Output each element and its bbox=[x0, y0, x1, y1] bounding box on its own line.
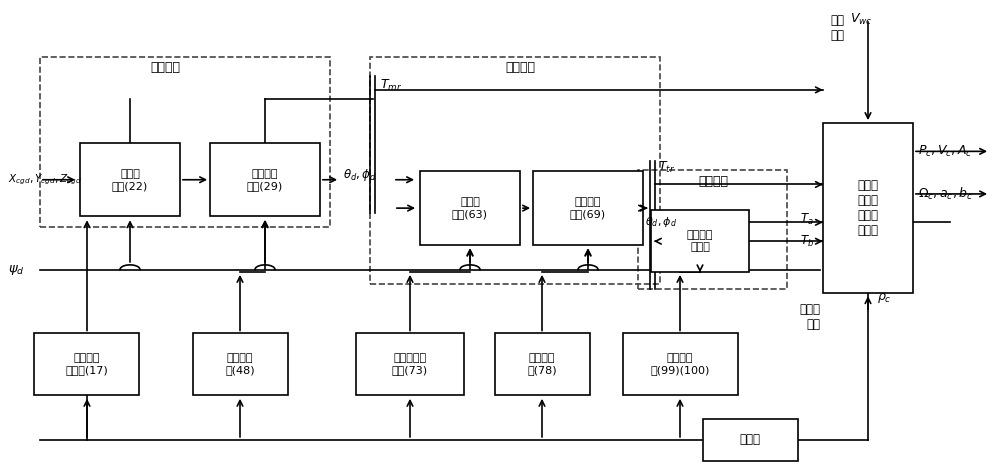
Text: 执行器
故障: 执行器 故障 bbox=[799, 303, 820, 331]
Text: 挥舞运动: 挥舞运动 bbox=[698, 175, 728, 188]
Text: $\Omega_c,a_c,b_c$: $\Omega_c,a_c,b_c$ bbox=[918, 186, 973, 202]
Bar bbox=[622, 333, 738, 395]
Text: 虚拟控
制律(22): 虚拟控 制律(22) bbox=[112, 169, 148, 191]
Bar bbox=[651, 210, 749, 272]
Text: $T_a$: $T_a$ bbox=[800, 212, 814, 228]
Bar bbox=[495, 333, 590, 395]
Text: $T_{mr}$: $T_{mr}$ bbox=[380, 78, 402, 93]
Text: 挥舞运动
控制律: 挥舞运动 控制律 bbox=[687, 230, 713, 252]
Text: 传感器: 传感器 bbox=[740, 433, 761, 447]
Text: $X_{cgd},Y_{cgd},Z_{cgd}$: $X_{cgd},Y_{cgd},Z_{cgd}$ bbox=[8, 173, 82, 187]
Text: 位置环控
制律(29): 位置环控 制律(29) bbox=[247, 169, 283, 191]
Text: $V_{wc}$: $V_{wc}$ bbox=[850, 12, 872, 27]
Bar bbox=[40, 57, 330, 227]
Bar bbox=[192, 333, 288, 395]
Text: $\theta_d,\phi_d$: $\theta_d,\phi_d$ bbox=[645, 215, 677, 229]
Text: $\theta_d,\phi_d$: $\theta_d,\phi_d$ bbox=[343, 167, 377, 183]
Text: $\psi_d$: $\psi_d$ bbox=[8, 263, 25, 277]
Text: $\rho_c$: $\rho_c$ bbox=[877, 291, 892, 305]
Bar bbox=[533, 171, 643, 245]
Bar bbox=[356, 333, 464, 395]
Text: 无人直
升机非
线性系
统方程: 无人直 升机非 线性系 统方程 bbox=[858, 179, 879, 237]
Bar bbox=[80, 143, 180, 217]
Bar bbox=[370, 57, 660, 284]
Bar bbox=[702, 419, 798, 461]
Text: 故障观测
器(48): 故障观测 器(48) bbox=[225, 353, 255, 375]
Text: 扩张状态观
测器(73): 扩张状态观 测器(73) bbox=[392, 353, 428, 375]
Text: 位置运动: 位置运动 bbox=[150, 61, 180, 74]
Bar bbox=[210, 143, 320, 217]
Text: 故障观测
器(78): 故障观测 器(78) bbox=[527, 353, 557, 375]
Text: 故障观测
器(99)(100): 故障观测 器(99)(100) bbox=[650, 353, 710, 375]
Text: 扩张状态
观测器(17): 扩张状态 观测器(17) bbox=[66, 353, 108, 375]
Text: $T_b$: $T_b$ bbox=[800, 234, 814, 249]
Bar bbox=[823, 123, 913, 293]
Bar bbox=[34, 333, 139, 395]
Text: 虚拟控
制律(63): 虚拟控 制律(63) bbox=[452, 197, 488, 219]
Bar bbox=[638, 170, 787, 289]
Text: 姿态运动: 姿态运动 bbox=[505, 61, 535, 74]
Text: 阵风
干扰: 阵风 干扰 bbox=[830, 14, 844, 42]
Bar bbox=[420, 171, 520, 245]
Text: $P_c,V_c,A_c$: $P_c,V_c,A_c$ bbox=[918, 144, 972, 159]
Text: 姿态环控
制律(69): 姿态环控 制律(69) bbox=[570, 197, 606, 219]
Text: $T_{tr}$: $T_{tr}$ bbox=[658, 160, 675, 175]
